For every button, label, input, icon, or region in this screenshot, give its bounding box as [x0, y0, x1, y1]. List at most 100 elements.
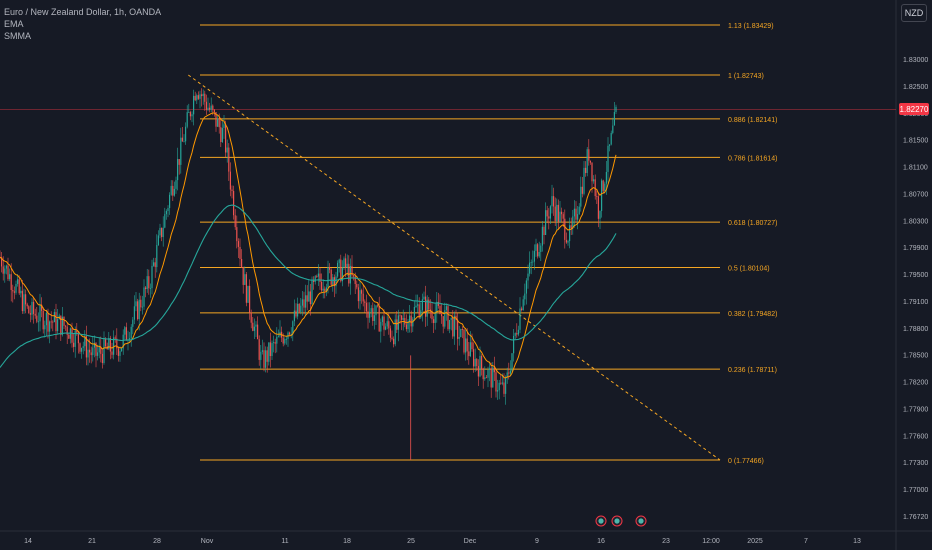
candle-body [140, 299, 142, 308]
symbol-title[interactable]: Euro / New Zealand Dollar, 1h, OANDA [4, 7, 162, 17]
candle-body [541, 226, 543, 246]
candle-body [153, 262, 155, 266]
candle-body [593, 179, 595, 182]
candle-body [447, 306, 449, 330]
candle-body [498, 382, 500, 391]
candle-body [321, 282, 323, 291]
candle-body [101, 353, 103, 364]
x-tick-label: 28 [153, 538, 161, 545]
candle-body [273, 342, 275, 344]
candle-body [410, 315, 412, 327]
candle-body [381, 316, 383, 322]
candle-body [114, 337, 116, 339]
candle-body [473, 349, 475, 367]
candle-body [439, 305, 441, 315]
candle-body [37, 321, 39, 323]
candle-body [482, 368, 484, 380]
chart-legend: Euro / New Zealand Dollar, 1h, OANDA EMA… [4, 6, 161, 42]
y-tick-label: 1.79500 [903, 272, 928, 279]
candle-body [503, 382, 505, 394]
candle-body [234, 215, 236, 228]
candle-body [481, 355, 483, 369]
candle-body [428, 299, 430, 310]
candle-body [543, 226, 545, 236]
candle-body [282, 337, 284, 344]
candle-body [133, 306, 135, 320]
candle-body [442, 316, 444, 327]
candle-body [569, 225, 571, 242]
candle-body [197, 95, 199, 99]
candle-body [463, 329, 465, 353]
candle-body [572, 216, 574, 229]
candle-body [137, 301, 139, 320]
ema-indicator-label[interactable]: EMA [4, 19, 24, 29]
smma-indicator-label[interactable]: SMMA [4, 31, 31, 41]
candle-body [561, 211, 563, 215]
candle-body [375, 305, 377, 316]
candle-body [47, 312, 49, 332]
candle-body [132, 319, 134, 327]
candle-body [325, 287, 327, 292]
candle-body [521, 308, 523, 311]
candle-body [143, 287, 145, 307]
candle-body [194, 95, 196, 101]
candle-body [538, 251, 540, 257]
currency-button[interactable]: NZD [901, 4, 927, 22]
candle-body [564, 218, 566, 240]
candle-body [250, 312, 252, 323]
candle-body [42, 310, 44, 330]
candle-body [5, 265, 7, 269]
candle-body [236, 227, 238, 242]
candle-body [178, 159, 180, 165]
candle-body [540, 245, 542, 252]
y-tick-label: 1.81500 [903, 138, 928, 145]
candle-body [84, 336, 86, 347]
candle-body [97, 352, 99, 356]
candle-body [213, 109, 215, 113]
candle-body [497, 390, 499, 392]
candle-body [413, 306, 415, 319]
candle-body [317, 273, 319, 277]
candle-body [500, 382, 502, 384]
candle-body [311, 279, 313, 305]
candle-body [87, 349, 89, 358]
candle-body [218, 118, 220, 128]
candle-body [537, 244, 539, 257]
fib-level-label: 0.886 (1.82141) [728, 117, 777, 124]
candle-body [71, 328, 73, 343]
candle-body [369, 311, 371, 318]
candle-body [444, 310, 446, 327]
candle-body [581, 186, 583, 194]
candle-body [551, 196, 553, 207]
candle-body [164, 214, 166, 228]
y-tick-label: 1.77600 [903, 433, 928, 440]
y-tick-label: 1.80700 [903, 191, 928, 198]
candle-body [546, 210, 548, 217]
candle-body [305, 295, 307, 308]
candle-body [407, 321, 409, 330]
candle-body [145, 287, 147, 290]
candle-body [554, 206, 556, 222]
trendline [188, 74, 721, 461]
candle-body [245, 274, 247, 303]
candle-body [346, 263, 348, 268]
x-tick-label: 13 [853, 538, 861, 545]
candle-body [533, 250, 535, 262]
candle-body [277, 336, 279, 338]
candle-body [476, 358, 478, 367]
candle-body [186, 112, 188, 127]
candle-body [185, 126, 187, 142]
candle-body [293, 310, 295, 322]
candle-body [257, 324, 259, 340]
candle-body [610, 132, 612, 145]
candle-body [21, 290, 23, 312]
candle-body [490, 368, 492, 388]
candle-body [522, 299, 524, 311]
candle-body [289, 332, 291, 335]
candle-body [583, 167, 585, 194]
candle-body [231, 189, 233, 191]
candle-body [7, 265, 9, 280]
candle-body [92, 347, 94, 356]
candle-body [116, 338, 118, 349]
